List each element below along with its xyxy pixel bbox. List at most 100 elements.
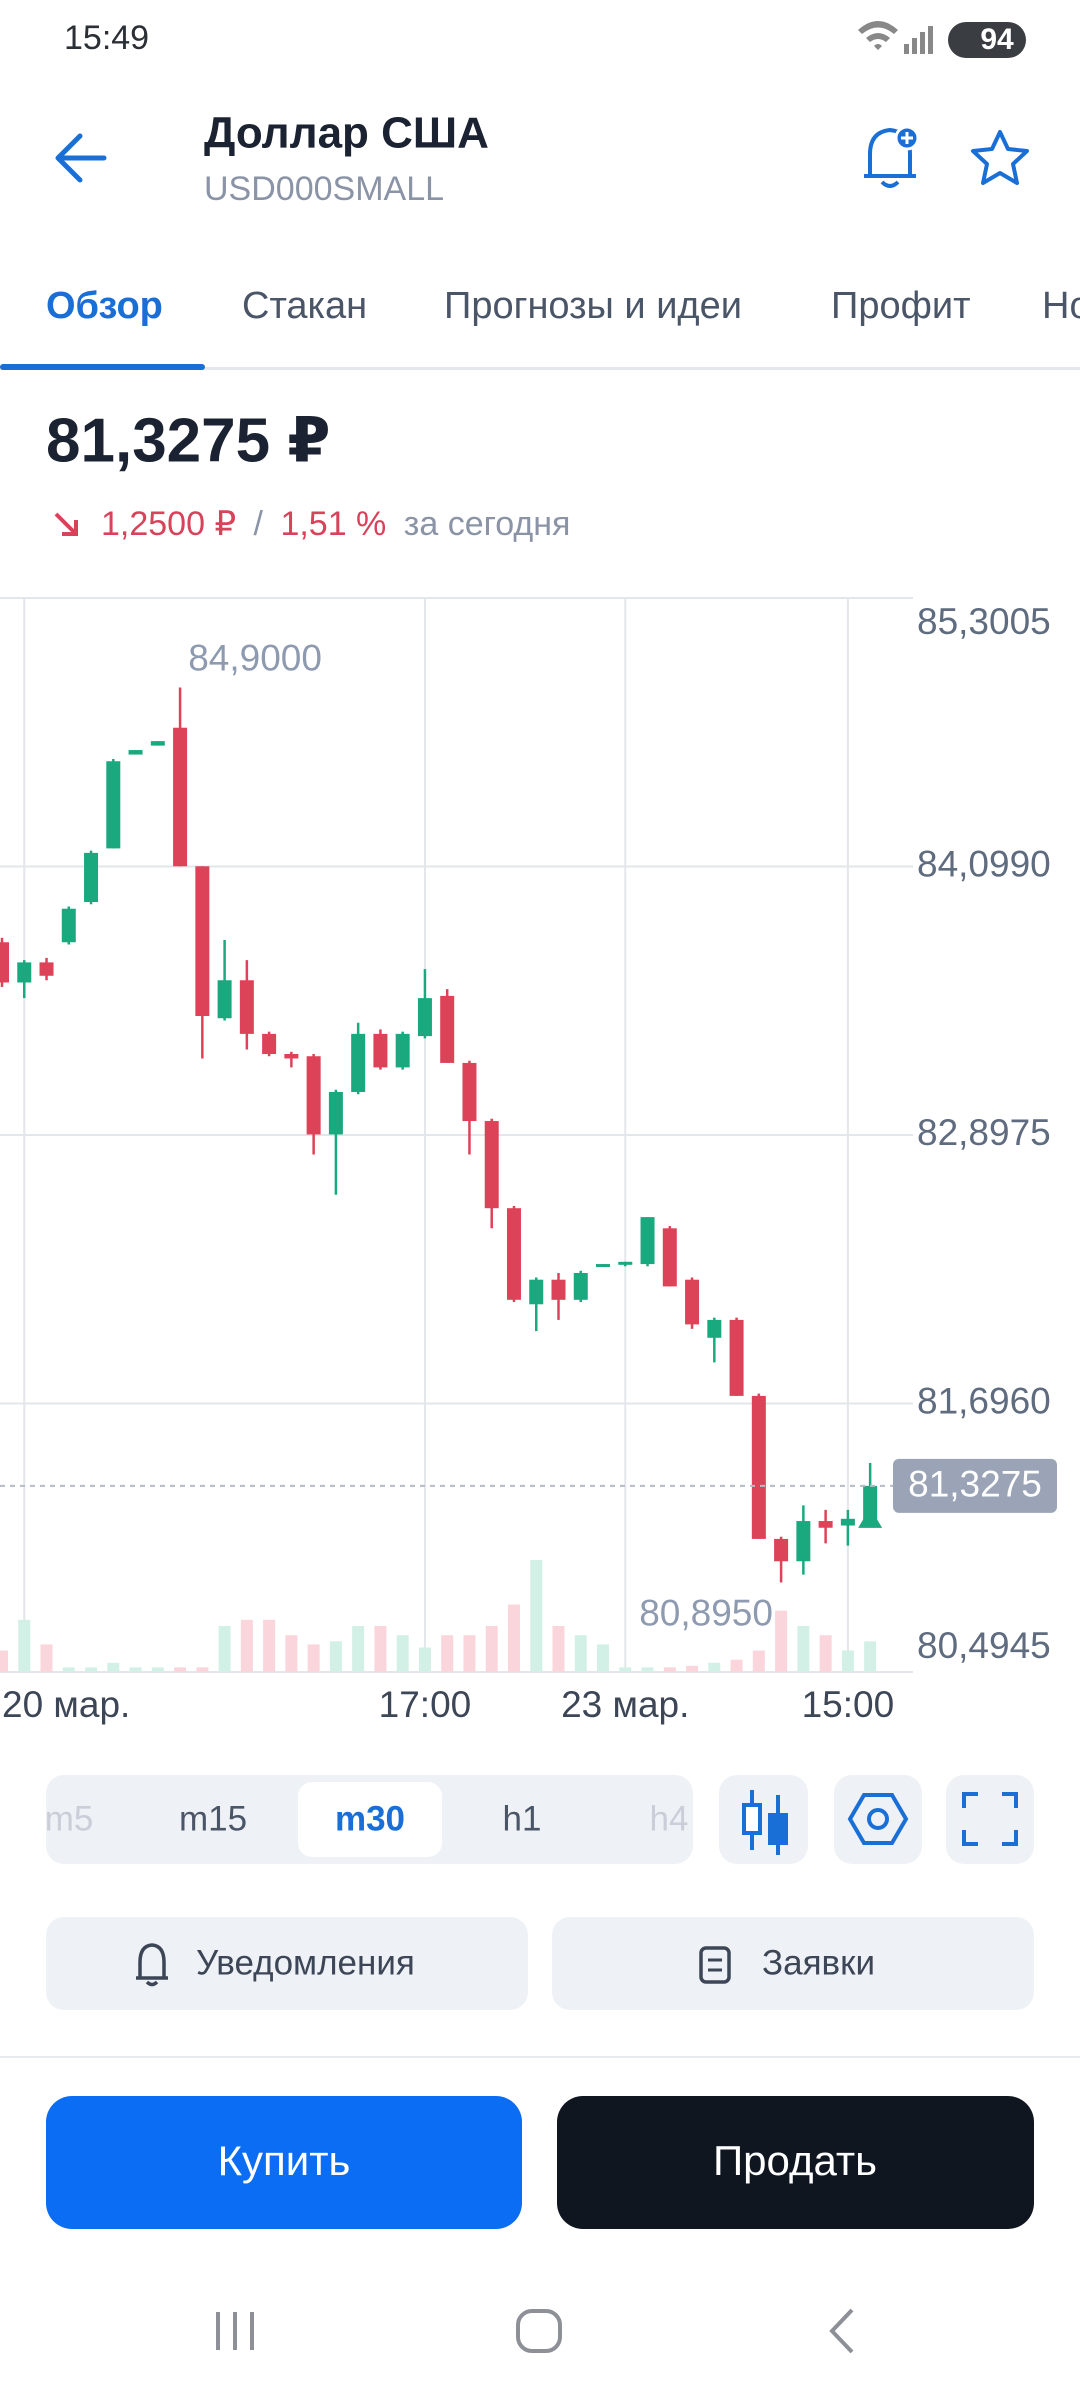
change-percent: 1,51 %	[280, 505, 386, 543]
candle-body	[840, 1518, 855, 1526]
volume-bar	[285, 1635, 298, 1672]
volume-bar	[641, 1667, 654, 1672]
candle-body	[462, 1062, 477, 1122]
tab[interactable]: Обзор	[46, 285, 163, 327]
nav-back[interactable]	[829, 2308, 854, 2354]
candle-body	[39, 962, 54, 976]
candle-body	[0, 942, 9, 983]
candle-body	[17, 962, 32, 983]
candle-body	[640, 1217, 655, 1265]
x-tick-label: 23 мар.	[561, 1684, 689, 1725]
nav-recent[interactable]	[216, 2312, 254, 2350]
candle-body	[373, 1033, 388, 1068]
volume-bar	[686, 1665, 699, 1672]
candle-body	[707, 1319, 722, 1338]
volume-bar	[485, 1625, 498, 1672]
candle-body	[685, 1279, 700, 1325]
candle-body	[239, 980, 254, 1034]
volume-bar	[597, 1644, 610, 1672]
orders-label: Заявки	[762, 1943, 875, 1982]
candle-body	[351, 1033, 366, 1092]
candle-body	[774, 1538, 789, 1562]
candle-body	[395, 1033, 410, 1068]
candle-body	[150, 741, 165, 746]
interval-option[interactable]: h1	[503, 1799, 542, 1838]
y-tick-label: 85,3005	[917, 601, 1051, 642]
last-price-box	[893, 1458, 1057, 1513]
candle-body	[751, 1395, 766, 1539]
candle-body	[596, 1264, 611, 1268]
volume-bar	[62, 1667, 75, 1672]
tab[interactable]: Профит	[831, 285, 970, 327]
tab[interactable]: Прогнозы и идеи	[444, 285, 742, 327]
tab[interactable]: Стакан	[242, 285, 367, 327]
candle-body	[61, 908, 76, 943]
y-tick-label: 84,0990	[917, 843, 1051, 884]
candle-body	[306, 1056, 321, 1135]
alert-button[interactable]	[864, 125, 920, 188]
last-price-label: 81,3275	[908, 1464, 1042, 1505]
volume-bar	[307, 1644, 320, 1672]
tab[interactable]: Но	[1042, 285, 1080, 327]
y-tick-label: 82,8975	[917, 1112, 1051, 1153]
candle-body	[796, 1521, 811, 1562]
candle-body	[618, 1261, 633, 1265]
orders-button[interactable]: Заявки	[552, 1917, 1034, 2010]
y-tick-label: 80,4945	[917, 1625, 1051, 1666]
volume-bar	[530, 1560, 543, 1672]
candle-body	[284, 1053, 299, 1059]
volume-bar	[819, 1635, 832, 1672]
volume-bar	[663, 1667, 676, 1672]
change-period: за сегодня	[404, 505, 571, 543]
volume-bar	[441, 1635, 454, 1672]
candle-body	[328, 1091, 343, 1135]
volume-bar	[752, 1650, 765, 1672]
tab-bar: Обзор Стакан Прогнозы и идеи Профит Но	[46, 285, 1080, 327]
nav-home[interactable]	[516, 2309, 562, 2353]
y-tick-label: 81,6960	[917, 1380, 1051, 1421]
interval-option[interactable]: m30	[335, 1799, 405, 1838]
price: 81,3275 ₽	[46, 406, 330, 475]
candle-body	[173, 727, 188, 867]
candle-body	[417, 998, 432, 1037]
fullscreen-button[interactable]	[946, 1775, 1034, 1864]
change-separator: /	[254, 505, 264, 543]
buy-button[interactable]: Купить	[46, 2096, 522, 2229]
candle-body	[729, 1319, 744, 1396]
alerts-label: Уведомления	[196, 1943, 415, 1982]
sell-button[interactable]: Продать	[557, 2096, 1034, 2229]
candle-body	[551, 1279, 566, 1300]
volume-bar	[708, 1662, 721, 1672]
candle-type-button[interactable]	[719, 1775, 808, 1864]
battery-level: 94	[980, 23, 1014, 56]
candle-body	[195, 866, 210, 1017]
volume-bar	[574, 1635, 587, 1672]
indicators-button[interactable]	[834, 1775, 922, 1864]
back-button[interactable]	[55, 133, 107, 183]
interval-option[interactable]: m5	[45, 1799, 94, 1838]
change-value: 1,2500 ₽	[101, 505, 236, 543]
instrument-ticker: USD000SMALL	[204, 170, 444, 208]
nav-bar	[216, 2308, 854, 2354]
candle-body	[440, 995, 455, 1063]
x-tick-label: 17:00	[379, 1684, 472, 1725]
candle-body	[217, 980, 232, 1019]
interval-options: m5 m15 m30 h1 h4	[45, 1782, 689, 1857]
interval-option[interactable]: m15	[179, 1799, 247, 1838]
candle-body	[863, 1485, 878, 1522]
change-line: 1,2500 ₽ / 1,51 % за сегодня	[101, 505, 570, 543]
favorite-button[interactable]	[971, 130, 1029, 185]
volume-bar	[374, 1625, 387, 1672]
volume-bar	[263, 1619, 276, 1672]
volume-bar	[18, 1619, 31, 1672]
bottom-divider	[0, 2056, 1080, 2058]
alerts-button[interactable]: Уведомления	[46, 1917, 528, 2010]
volume-bar	[329, 1641, 342, 1672]
status-time: 15:49	[64, 19, 149, 57]
change-arrow	[54, 512, 78, 536]
volume-bar	[552, 1625, 565, 1672]
candle-body	[573, 1272, 588, 1300]
candle-body	[506, 1208, 521, 1300]
interval-option[interactable]: h4	[650, 1799, 689, 1838]
